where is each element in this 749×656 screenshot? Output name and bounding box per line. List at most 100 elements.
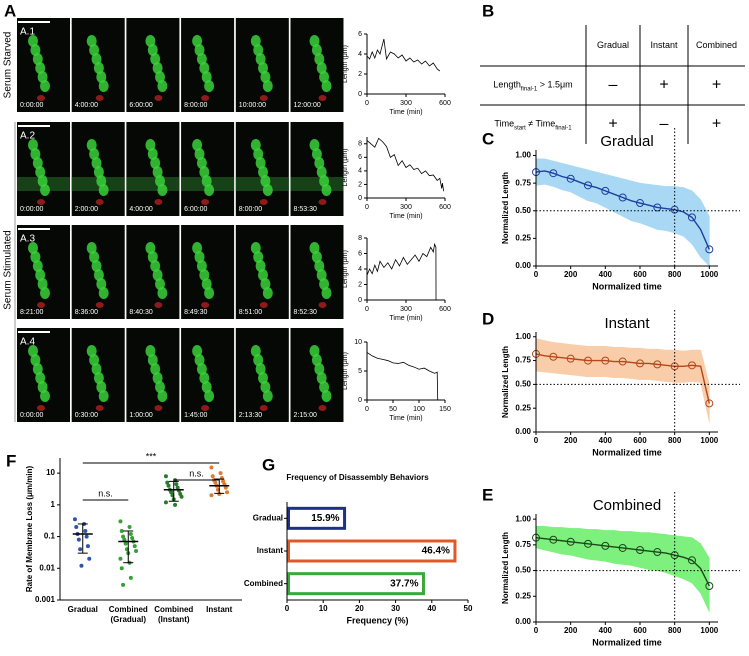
cell-blob [199,166,210,178]
basal-body [318,199,327,205]
cell-blob [89,354,100,366]
cell-blob [147,354,158,366]
cell-blob [314,260,325,272]
cell-blob [147,44,158,56]
cell-blob [201,175,212,187]
cell-blob [147,251,158,263]
row-label: A.3 [20,234,35,245]
cell-blob [91,260,102,272]
x-tick-label: 0 [365,100,369,107]
cell-blob [192,139,203,151]
basal-body [154,405,163,411]
basal-body [259,405,268,411]
x-tick-label: 300 [400,100,412,107]
cell-blob [157,287,168,299]
cell-blob [201,381,212,393]
x-tick-label: 40 [427,604,436,613]
cell-blob [30,354,41,366]
data-point [169,490,174,495]
table-cell: + [712,116,721,133]
basal-body [95,199,104,205]
cell-blob [321,287,332,299]
table-cell: – [609,77,618,94]
y-axis-label: Length (μm) [342,45,349,83]
y-tick-label: 2 [358,281,362,288]
data-marker [566,354,575,363]
basal-body [201,302,210,308]
cell-blob [157,184,168,196]
cell-blob [253,354,264,366]
cell-blob [37,175,48,187]
cell-blob [145,242,156,254]
cell-blob [258,62,268,74]
cell-blob [253,251,264,263]
cell-blob [40,184,50,196]
cell-blob [319,278,330,290]
basal-body [259,199,268,205]
y-tick-label: 0.75 [515,540,531,549]
y-tick-label: 0.25 [515,233,531,242]
data-marker [636,359,644,368]
x-tick-label: 0 [534,270,539,279]
timestamp: 1:45:00 [184,412,207,419]
cell-blob [194,44,205,56]
basal-body [95,405,104,411]
data-marker [618,193,627,202]
basal-body [154,302,163,308]
x-axis-label: Time (min) [389,415,422,422]
cell-blob [250,139,261,151]
bar [287,539,457,563]
y-tick-label: 8 [358,235,362,242]
cell-blob [196,53,207,65]
cell-blob [316,269,327,281]
data-line [366,242,437,301]
cell-blob [194,354,205,366]
timestamp: 1:00:00 [129,412,152,419]
y-tick-label: 0.25 [515,591,531,600]
cell-blob [311,354,322,366]
x-tick-label: 600 [439,100,451,107]
y-tick-label: 6 [358,31,362,38]
y-tick-label: 10 [354,339,362,346]
x-tick-label: Instant [206,605,233,614]
cell-blob [262,287,273,299]
cell-blob [309,139,320,151]
cell-blob [40,80,50,92]
data-point [78,547,83,552]
cell-blob [96,71,107,83]
cell-blob [86,139,97,151]
y-tick-label: 4 [358,168,362,175]
data-marker [549,169,558,178]
data-point [72,517,77,522]
data-marker [584,539,592,548]
subscript: final-1 [555,125,572,131]
data-point [209,465,214,470]
x-tick-label: 1000 [700,436,718,445]
data-point [128,575,133,580]
micrograph [126,328,180,422]
x-tick-label: 300 [400,306,412,313]
cell-blob [194,148,205,160]
data-line [366,38,441,72]
basal-body [201,199,210,205]
cell-blob [204,287,215,299]
cell-blob [250,242,261,254]
cell-blob [250,345,261,357]
cell-blob [196,157,207,169]
data-point [76,537,81,542]
x-tick-label: 800 [668,626,682,635]
y-tick-label: 2 [358,71,362,78]
cell-blob [309,345,320,357]
data-line [535,536,710,587]
basal-body [37,302,45,308]
timestamp: 8:00:00 [239,206,262,213]
cell-blob [37,381,48,393]
cell-blob [253,44,264,56]
x-tick-label: 10 [319,604,328,613]
side-label: Serum Stimulated [3,230,14,309]
data-marker [618,543,627,552]
basal-body [201,95,210,101]
data-point [132,544,137,549]
cell-blob [150,260,161,272]
timestamp: 8:52:30 [294,309,317,316]
